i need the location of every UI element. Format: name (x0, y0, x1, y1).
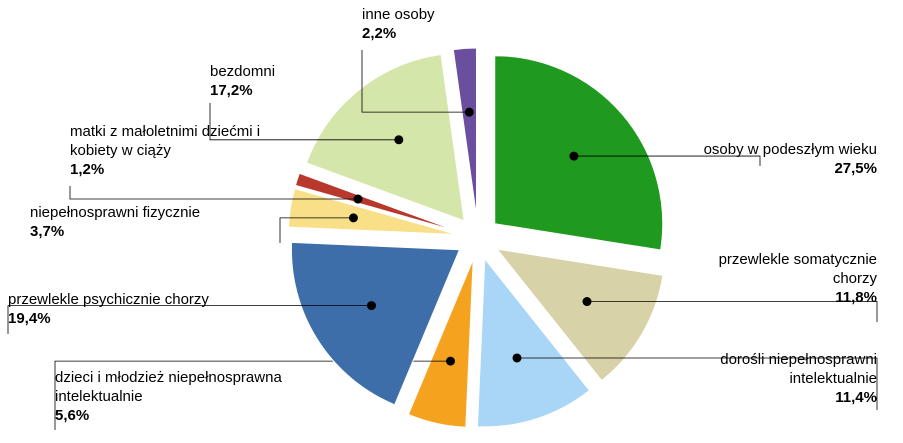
pie-slice (452, 47, 477, 217)
category-name: matki z małoletnimi dziećmi i kobiety w … (70, 123, 261, 159)
leader-line (7, 305, 372, 334)
slice-label: dorośli niepełnosprawni intelektualnie 11… (677, 350, 877, 407)
value-label: 3,7% (30, 223, 65, 240)
value-label: 27,5% (834, 160, 877, 177)
category-name: przewlekle psychicznie chorzy (8, 291, 209, 308)
leader-dot (582, 297, 592, 307)
leader-dot (445, 356, 455, 366)
slice-label: przewlekle psychicznie chorzy 19,4% (8, 290, 268, 328)
value-label: 11,4% (835, 389, 877, 406)
slice-label: inne osoby 2,2% (362, 5, 482, 43)
leader-line (279, 217, 354, 243)
leader-line (586, 301, 878, 322)
pie-slice (407, 259, 474, 428)
category-name: niepełnosprawni fizycznie (30, 204, 201, 221)
value-label: 5,6% (55, 407, 90, 424)
category-name: inne osoby (362, 6, 435, 23)
leader-line (69, 186, 359, 200)
value-label: 2,2% (362, 25, 397, 42)
slice-label: matki z małoletnimi dziećmi i kobiety w … (70, 122, 270, 179)
leader-dot (353, 194, 363, 204)
leader-line (573, 155, 761, 166)
category-name: osoby w podeszłym wieku (703, 141, 877, 158)
pie-slice (494, 55, 664, 251)
category-name: dzieci i młodzież niepełnosprawna intele… (55, 369, 282, 405)
value-label: 11,8% (835, 289, 877, 306)
leader-dot (512, 353, 522, 363)
slice-label: osoby w podeszłym wieku 27,5% (637, 140, 877, 178)
leader-dot (464, 107, 474, 117)
slice-label: niepełnosprawni fizycznie 3,7% (30, 203, 280, 241)
value-label: 19,4% (8, 310, 51, 327)
category-name: dorośli niepełnosprawni intelektualnie (720, 351, 877, 387)
slice-label: dzieci i młodzież niepełnosprawna intele… (55, 368, 290, 425)
pie-slice (290, 241, 461, 406)
leader-line (516, 357, 878, 410)
value-label: 1,2% (70, 161, 105, 178)
leader-line (361, 50, 470, 113)
slice-label: przewlekle somatycznie chorzy 11,8% (692, 250, 877, 307)
category-name: przewlekle somatycznie chorzy (718, 251, 877, 287)
leader-dot (366, 301, 376, 311)
leader-dot (348, 213, 358, 223)
leader-dot (569, 151, 579, 161)
pie-slice (305, 53, 465, 222)
value-label: 17,2% (210, 82, 253, 99)
pie-slice (287, 188, 457, 235)
leader-dot (394, 135, 404, 145)
category-name: bezdomni (210, 63, 276, 80)
leader-line (209, 103, 399, 141)
pie-slice (495, 248, 664, 382)
leader-line (54, 360, 451, 430)
pie-slice (294, 172, 458, 232)
pie-slice (476, 257, 591, 428)
slice-label: bezdomni 17,2% (210, 62, 360, 100)
